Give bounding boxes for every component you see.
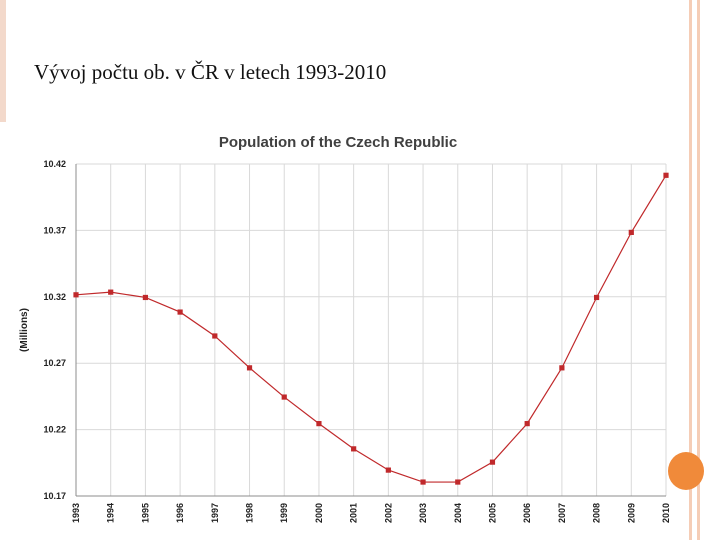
data-point — [316, 421, 322, 427]
x-tick-label: 1995 — [140, 503, 150, 523]
y-tick-label: 10.32 — [43, 292, 66, 302]
data-point — [142, 294, 149, 301]
y-tick-label: 10.22 — [43, 425, 66, 435]
data-point — [73, 292, 79, 298]
x-tick-label: 2000 — [314, 503, 324, 523]
x-tick-label: 1996 — [175, 503, 185, 523]
data-point — [628, 229, 634, 235]
x-tick-label: 2010 — [661, 503, 671, 523]
data-point — [212, 333, 218, 339]
x-tick-label: 2008 — [592, 503, 602, 523]
x-tick-label: 1997 — [210, 503, 220, 523]
data-point — [177, 309, 183, 315]
data-point — [524, 421, 530, 427]
data-point — [385, 467, 391, 473]
y-axis-label: (Millions) — [19, 308, 30, 352]
slide-frame-right-inner — [689, 0, 692, 540]
x-tick-label: 1999 — [279, 503, 289, 523]
x-tick-label: 2005 — [487, 503, 497, 523]
data-point — [489, 459, 496, 465]
x-tick-label: 2007 — [557, 503, 567, 523]
y-tick-label: 10.27 — [43, 358, 66, 368]
data-point — [420, 479, 426, 485]
y-tick-label: 10.42 — [43, 159, 66, 169]
data-point — [593, 294, 600, 301]
y-tick-label: 10.17 — [43, 491, 66, 501]
data-point — [281, 394, 287, 400]
x-tick-label: 1993 — [71, 503, 81, 523]
x-tick-label: 1998 — [245, 503, 255, 523]
slide-title: Vývoj počtu ob. v ČR v letech 1993-2010 — [34, 60, 387, 84]
slide-frame-right-outer — [697, 0, 700, 540]
data-point — [559, 365, 565, 371]
data-point — [663, 172, 669, 178]
x-tick-label: 2003 — [418, 503, 428, 523]
x-tick-label: 2001 — [349, 503, 359, 523]
slide-page-marker — [668, 452, 704, 490]
chart-title: Population of the Czech Republic — [219, 134, 457, 151]
data-point — [108, 289, 114, 295]
data-point — [246, 365, 253, 371]
x-tick-label: 2002 — [383, 503, 393, 523]
x-tick-label: 1994 — [106, 503, 116, 523]
x-tick-label: 2004 — [453, 503, 463, 523]
x-tick-label: 2009 — [626, 503, 636, 523]
data-point — [455, 479, 461, 485]
slide-frame-left — [0, 0, 6, 122]
x-tick-label: 2006 — [522, 503, 532, 523]
y-tick-label: 10.37 — [43, 225, 66, 235]
series-line — [75, 174, 667, 483]
data-point — [351, 446, 357, 452]
